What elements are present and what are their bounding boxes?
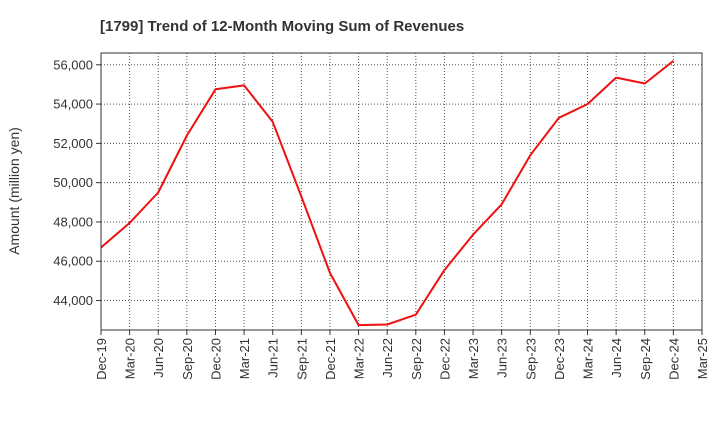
series-line (100, 60, 675, 327)
x-tick-label: Sep-24 (638, 338, 653, 380)
grid (101, 53, 702, 330)
y-tick-label: 48,000 (53, 214, 93, 229)
x-tick-label: Mar-23 (466, 338, 481, 379)
x-tick-label: Mar-22 (352, 338, 367, 379)
x-tick-label: Dec-24 (666, 338, 681, 380)
y-tick-label: 50,000 (53, 175, 93, 190)
chart-title: [1799] Trend of 12-Month Moving Sum of R… (100, 18, 464, 35)
y-tick-label: 56,000 (53, 57, 93, 72)
y-tick-label: 54,000 (53, 97, 93, 112)
y-tick-label: 46,000 (53, 254, 93, 269)
x-tick-label: Sep-22 (409, 338, 424, 380)
x-tick-label: Dec-20 (208, 338, 223, 380)
x-tick-label: Jun-24 (609, 338, 624, 378)
x-tick-label: Dec-19 (94, 338, 109, 380)
x-tick-label: Mar-21 (237, 338, 252, 379)
y-tick-label: 52,000 (53, 136, 93, 151)
plot-frame (100, 52, 703, 331)
x-tick-label: Mar-20 (123, 338, 138, 379)
x-tick-label: Dec-22 (437, 338, 452, 380)
x-tick-label: Mar-24 (581, 338, 596, 379)
x-tick-label: Dec-23 (552, 338, 567, 380)
x-tick-label: Jun-23 (495, 338, 510, 378)
x-tick-label: Sep-23 (523, 338, 538, 380)
y-axis-ticks: 44,000 46,000 48,000 50,000 52,000 54,000 56,0… (53, 57, 101, 308)
series-group (100, 60, 675, 327)
x-tick-label: Dec-21 (323, 338, 338, 380)
x-tick-label: Jun-21 (266, 338, 281, 378)
x-tick-label: Jun-20 (151, 338, 166, 378)
y-tick-label: 44,000 (53, 293, 93, 308)
x-tick-label: Jun-22 (380, 338, 395, 378)
x-axis-ticks: Dec-19 Mar-20 Jun-20 Sep-20 Dec-20 Mar-21 Jun-… (94, 330, 710, 380)
x-tick-label: Sep-21 (294, 338, 309, 380)
x-tick-label: Sep-20 (180, 338, 195, 380)
y-axis-label: Amount (million yen) (6, 127, 22, 255)
x-tick-label: Mar-25 (695, 338, 710, 379)
